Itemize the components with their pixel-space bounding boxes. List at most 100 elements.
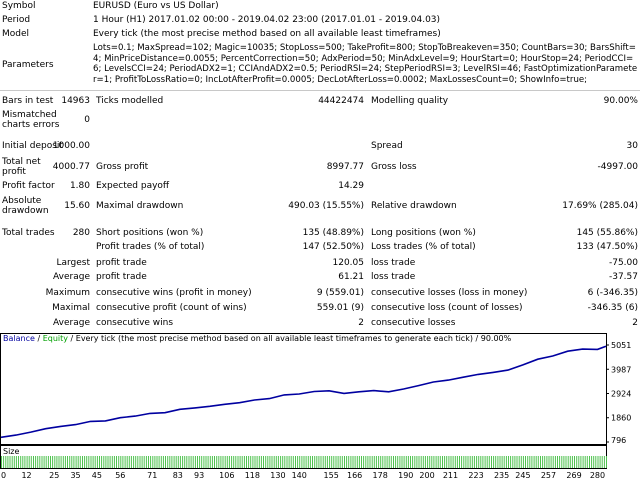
size-bar [120, 456, 122, 468]
size-bar [520, 456, 522, 468]
size-bar [297, 456, 299, 468]
loss-trades-label: Loss trades (% of total) [371, 242, 476, 252]
size-bar [329, 456, 331, 468]
size-bar [369, 456, 371, 468]
size-bar [103, 456, 105, 468]
x-tick-label: 245 [515, 471, 530, 480]
size-bar [533, 456, 535, 468]
size-bar [186, 456, 188, 468]
size-bar [231, 456, 233, 468]
size-bar [546, 456, 548, 468]
maxdd-label: Maximal drawdown [96, 201, 184, 211]
size-bar [337, 456, 339, 468]
size-bar [169, 456, 171, 468]
size-bar [309, 456, 311, 468]
size-bar [491, 456, 492, 468]
size-bar [403, 456, 405, 468]
size-bar [557, 456, 558, 468]
size-bar [92, 456, 94, 468]
mismatch-label-line1: Mismatched [2, 110, 57, 120]
size-bar [384, 456, 386, 468]
size-bar [73, 456, 75, 468]
size-bar [248, 456, 250, 468]
size-bar [350, 456, 352, 468]
size-bar [446, 456, 448, 468]
size-bar [461, 456, 463, 468]
size-bar [192, 456, 194, 468]
avg-wins-label: consecutive wins [96, 318, 174, 328]
y-axis: 5051 3987 2924 1860 796 [606, 341, 631, 445]
size-bar [448, 456, 450, 468]
profitfactor-value: 1.80 [69, 181, 90, 191]
size-bar [162, 456, 164, 468]
size-bar [275, 456, 277, 468]
size-bar [224, 456, 226, 468]
size-bar [167, 456, 169, 468]
profit-trades-value: 147 (52.50%) [302, 242, 364, 252]
maximal-loss-value: -346.35 (6) [587, 303, 638, 313]
size-bar [214, 456, 215, 468]
legend-separator: / [35, 334, 43, 343]
size-bar [18, 456, 19, 468]
size-bar [54, 456, 56, 468]
model-value: Every tick (the most precise method base… [93, 29, 441, 39]
size-bar [395, 456, 397, 468]
size-bar [152, 456, 154, 468]
size-bar [548, 456, 550, 468]
size-bar [58, 456, 60, 468]
size-bar [582, 456, 584, 468]
x-tick-label: 190 [398, 471, 413, 480]
size-bar [567, 456, 569, 468]
size-bar [480, 456, 482, 468]
size-bar [459, 456, 460, 468]
trades-label: Total trades [2, 228, 55, 238]
size-bar [508, 456, 509, 468]
size-bar [288, 456, 290, 468]
largest-profit-label: profit trade [96, 258, 147, 268]
x-tick-label: 12 [21, 471, 31, 480]
size-bar [175, 456, 177, 468]
size-bar [273, 456, 275, 468]
largest-loss-value: -75.00 [608, 258, 638, 268]
size-bar [512, 456, 514, 468]
size-bar [471, 456, 473, 468]
deposit-value: 1000.00 [52, 141, 90, 151]
size-bar [11, 456, 13, 468]
size-bar [209, 456, 211, 468]
size-bar [145, 456, 147, 468]
balance-series-line [0, 345, 607, 439]
size-bar [324, 456, 326, 468]
size-bar [535, 456, 537, 468]
bars-value: 14963 [61, 96, 90, 106]
size-bar [86, 456, 88, 468]
legend-balance: Balance [3, 334, 35, 343]
size-bar [269, 456, 271, 468]
size-bar [67, 456, 68, 468]
x-tick-label: 93 [194, 471, 204, 480]
size-bar [476, 456, 478, 468]
size-label: Size [3, 447, 20, 456]
x-tick-label: 166 [347, 471, 362, 480]
period-label: Period [2, 15, 31, 25]
absdd-label-line2: drawdown [2, 206, 49, 216]
size-bar [586, 456, 588, 468]
size-bar [113, 456, 115, 468]
size-bar [593, 456, 595, 468]
symbol-label: Symbol [2, 1, 36, 11]
size-bar [320, 456, 322, 468]
size-bar [346, 456, 348, 468]
size-bar [226, 456, 228, 468]
size-bar [124, 456, 126, 468]
size-bar [3, 456, 5, 468]
size-bar [282, 456, 284, 468]
size-bar [228, 456, 230, 468]
size-bar [414, 456, 416, 468]
size-bar [591, 456, 593, 468]
divider [0, 90, 640, 91]
absdd-label-line1: Absolute [2, 196, 42, 206]
size-bar [356, 456, 358, 468]
size-bar [139, 456, 141, 468]
x-tick-label: 178 [373, 471, 388, 480]
size-bar [150, 456, 152, 468]
size-bar [503, 456, 505, 468]
